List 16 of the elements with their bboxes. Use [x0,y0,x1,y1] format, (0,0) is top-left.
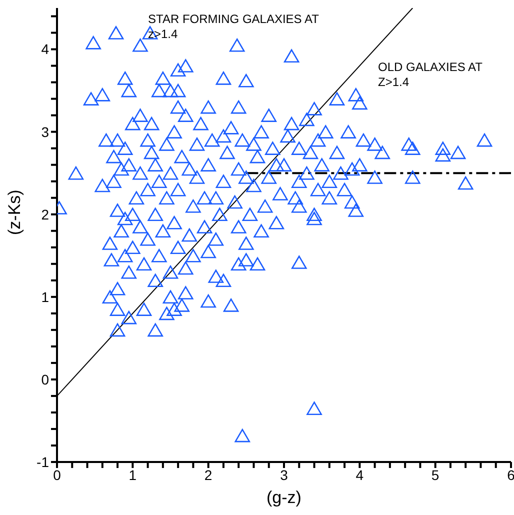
y-tick-label: 4 [41,41,50,58]
y-tick-label: 0 [41,371,50,388]
x-tick-label: 2 [204,466,212,483]
y-tick-label: 1 [41,288,50,305]
y-tick-label: 3 [41,124,50,140]
x-tick-label: 0 [53,466,62,483]
x-tick-label: 5 [431,466,440,483]
x-tick-label: 3 [280,466,288,483]
y-axis-title: (z-Ks) [5,190,24,235]
y-tick-label: -1 [36,454,50,470]
x-tick-label: 4 [356,466,364,483]
y-tick-label: 2 [41,206,50,222]
x-tick-label: 6 [507,466,514,483]
x-axis-title: (g-z) [266,488,302,507]
annotation: OLD GALAXIES AT Z>1.4 [378,60,482,90]
x-tick-label: 1 [128,466,137,483]
